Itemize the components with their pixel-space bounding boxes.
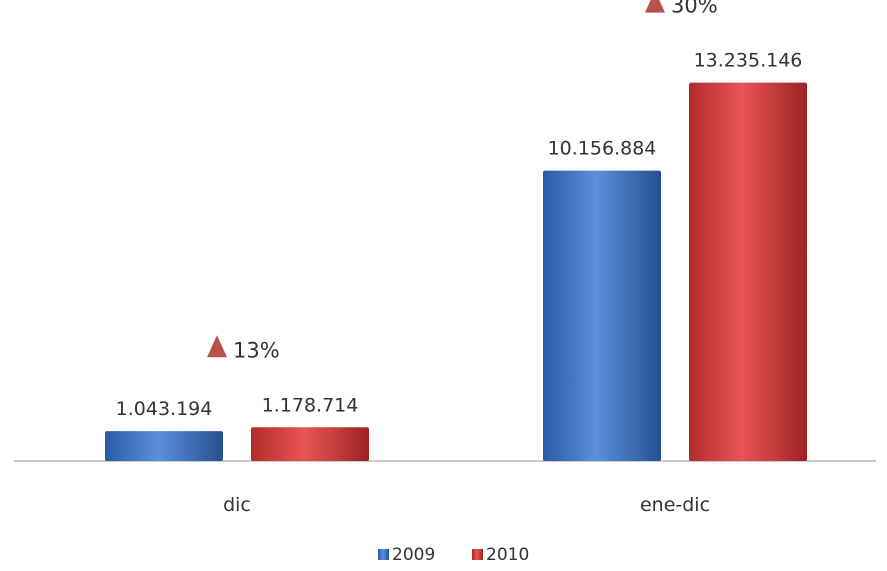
bar-2010-ene-dic (689, 82, 807, 461)
data-label-2009-dic: 1.043.194 (116, 398, 213, 420)
data-label-2009-ene-dic: 10.156.884 (548, 138, 657, 160)
tick-label-dic: dic (223, 494, 251, 516)
tick-label-ene-dic: ene-dic (640, 494, 710, 516)
bar-2009-dic (105, 431, 223, 461)
change-annotation-ene-dic: 30% (671, 0, 718, 18)
legend-swatch-2010 (472, 549, 483, 560)
legend-swatch-2009 (378, 549, 389, 560)
data-label-2010-dic: 1.178.714 (262, 394, 359, 416)
change-annotation-dic: 13% (233, 338, 280, 362)
legend-label-2009: 2009 (392, 545, 435, 565)
bar-2010-dic (251, 427, 369, 461)
triangle-up-icon (645, 0, 665, 13)
bar-2009-ene-dic (543, 170, 661, 461)
data-label-2010-ene-dic: 13.235.146 (694, 50, 803, 72)
triangle-up-icon (207, 335, 227, 358)
legend-label-2010: 2010 (486, 545, 529, 565)
